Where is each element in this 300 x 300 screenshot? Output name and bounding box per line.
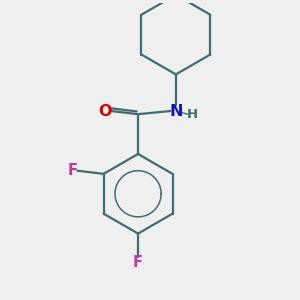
- Text: F: F: [68, 163, 78, 178]
- Text: O: O: [99, 103, 112, 118]
- Text: F: F: [133, 255, 143, 270]
- Text: H: H: [187, 109, 198, 122]
- Text: N: N: [169, 103, 183, 118]
